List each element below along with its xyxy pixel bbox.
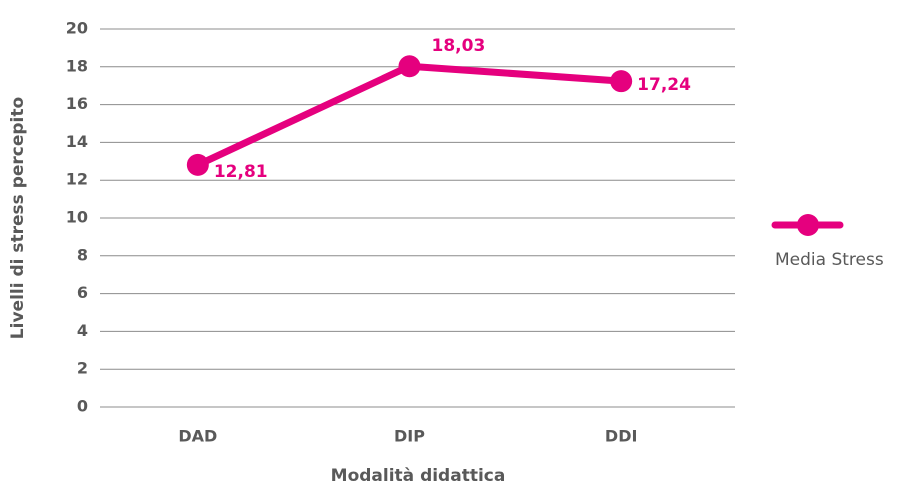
y-tick-label: 16 [66,94,88,113]
x-tick-label: DAD [178,427,217,446]
data-label: 18,03 [432,36,486,56]
data-label: 12,81 [214,162,268,182]
y-tick-label: 12 [66,170,88,189]
y-tick-label: 10 [66,208,88,227]
y-tick-label: 6 [77,283,88,302]
data-point [186,153,209,176]
series-line [196,62,622,169]
y-tick-label: 14 [66,132,88,151]
y-tick-label: 20 [66,19,88,38]
data-point [610,70,633,93]
y-tick-label: 0 [77,397,88,416]
y-tick-label: 8 [77,245,88,264]
data-point [398,55,421,78]
legend-marker [797,214,819,236]
legend-label: Media Stress [775,250,884,270]
y-tick-label: 4 [77,321,88,340]
x-tick-label: DDI [605,427,638,446]
y-tick-label: 18 [66,56,88,75]
x-tick-label: DIP [394,427,425,446]
x-axis-title: Modalità didattica [331,466,506,486]
data-label: 17,24 [637,75,691,95]
y-axis-title: Livelli di stress percepito [8,97,28,339]
y-tick-label: 2 [77,359,88,378]
